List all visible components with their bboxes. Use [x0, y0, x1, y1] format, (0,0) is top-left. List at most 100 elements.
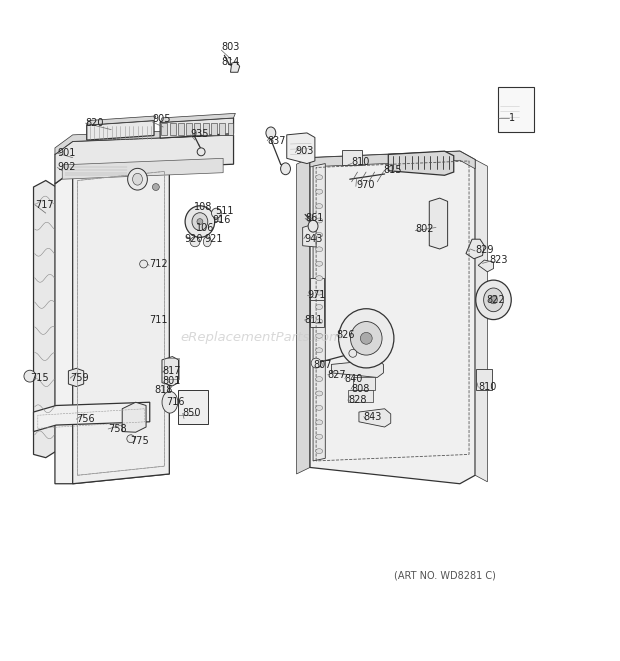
Polygon shape	[310, 151, 475, 169]
Ellipse shape	[197, 148, 205, 156]
Polygon shape	[429, 198, 448, 249]
Ellipse shape	[192, 213, 208, 231]
Ellipse shape	[316, 218, 322, 223]
Bar	[179, 390, 208, 424]
Ellipse shape	[316, 233, 322, 237]
Polygon shape	[55, 161, 169, 484]
Ellipse shape	[162, 391, 178, 413]
Polygon shape	[122, 403, 146, 432]
Text: 827: 827	[328, 370, 347, 380]
Polygon shape	[388, 151, 454, 175]
Text: 820: 820	[86, 118, 104, 128]
Bar	[342, 150, 362, 165]
Text: 810: 810	[352, 157, 370, 167]
Polygon shape	[62, 159, 223, 179]
Ellipse shape	[316, 261, 322, 266]
Polygon shape	[231, 62, 240, 72]
Text: 802: 802	[415, 225, 434, 235]
Text: 511: 511	[215, 206, 234, 215]
Polygon shape	[287, 133, 315, 163]
Text: 901: 901	[58, 148, 76, 158]
Ellipse shape	[211, 208, 221, 218]
Ellipse shape	[316, 189, 322, 194]
Bar	[170, 123, 175, 135]
Text: 808: 808	[351, 384, 370, 394]
Polygon shape	[310, 151, 475, 484]
Text: 715: 715	[30, 373, 48, 383]
Bar	[186, 123, 192, 135]
Ellipse shape	[190, 237, 200, 247]
Bar	[211, 123, 217, 135]
Bar	[219, 123, 225, 135]
Text: 916: 916	[213, 215, 231, 225]
Ellipse shape	[316, 204, 322, 209]
Polygon shape	[68, 368, 84, 387]
Text: 803: 803	[221, 42, 240, 52]
Text: 758: 758	[108, 424, 126, 434]
Polygon shape	[303, 225, 316, 247]
Text: 106: 106	[196, 223, 215, 233]
Bar	[476, 369, 492, 391]
Ellipse shape	[128, 169, 148, 190]
Polygon shape	[332, 360, 383, 377]
Ellipse shape	[316, 449, 322, 453]
Ellipse shape	[316, 247, 322, 252]
Polygon shape	[162, 356, 179, 386]
Polygon shape	[478, 260, 494, 272]
Ellipse shape	[316, 377, 322, 381]
Polygon shape	[160, 113, 236, 122]
Text: 108: 108	[194, 202, 212, 212]
Ellipse shape	[197, 219, 203, 225]
Text: 971: 971	[308, 290, 326, 300]
Ellipse shape	[185, 206, 215, 237]
Ellipse shape	[24, 370, 36, 382]
Text: 775: 775	[130, 436, 149, 446]
Text: 801: 801	[162, 376, 180, 387]
Text: 823: 823	[489, 255, 508, 265]
Bar	[310, 278, 324, 306]
Text: 810: 810	[478, 382, 497, 392]
Polygon shape	[313, 163, 326, 461]
Ellipse shape	[153, 184, 159, 190]
Text: 920: 920	[185, 233, 203, 243]
Ellipse shape	[316, 290, 322, 295]
Text: 822: 822	[486, 295, 505, 305]
Ellipse shape	[308, 220, 318, 232]
Ellipse shape	[316, 276, 322, 281]
Ellipse shape	[476, 280, 512, 319]
Text: 815: 815	[383, 165, 402, 175]
Polygon shape	[343, 319, 365, 336]
Text: 840: 840	[345, 373, 363, 384]
Ellipse shape	[316, 434, 322, 439]
Text: 716: 716	[166, 397, 185, 407]
Bar	[353, 377, 374, 391]
Text: 759: 759	[70, 373, 89, 383]
Text: 921: 921	[204, 233, 223, 243]
Ellipse shape	[316, 319, 322, 324]
Text: 711: 711	[149, 315, 167, 325]
Text: 756: 756	[76, 414, 95, 424]
Ellipse shape	[316, 175, 322, 180]
Polygon shape	[475, 160, 487, 482]
Bar	[203, 123, 209, 135]
Text: 817: 817	[162, 366, 180, 376]
Ellipse shape	[349, 350, 356, 357]
Polygon shape	[33, 403, 150, 432]
Text: 717: 717	[35, 200, 53, 210]
Bar	[196, 222, 206, 229]
Text: eReplacementParts.com: eReplacementParts.com	[180, 330, 342, 344]
Ellipse shape	[133, 173, 143, 185]
Ellipse shape	[316, 305, 322, 309]
Bar	[213, 215, 221, 221]
Text: 905: 905	[152, 114, 171, 124]
Bar	[310, 299, 324, 327]
Ellipse shape	[316, 362, 322, 367]
Polygon shape	[296, 158, 310, 474]
Polygon shape	[87, 120, 154, 140]
Text: 903: 903	[295, 146, 314, 156]
Ellipse shape	[316, 405, 322, 410]
Text: 828: 828	[348, 395, 366, 405]
Text: (ART NO. WD8281 C): (ART NO. WD8281 C)	[394, 570, 495, 580]
Text: 861: 861	[305, 214, 324, 223]
Polygon shape	[33, 180, 56, 457]
